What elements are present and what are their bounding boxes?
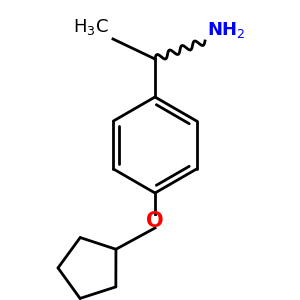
Text: NH$_2$: NH$_2$ — [207, 20, 246, 40]
Text: H$_3$C: H$_3$C — [73, 17, 109, 37]
Text: O: O — [146, 211, 164, 231]
